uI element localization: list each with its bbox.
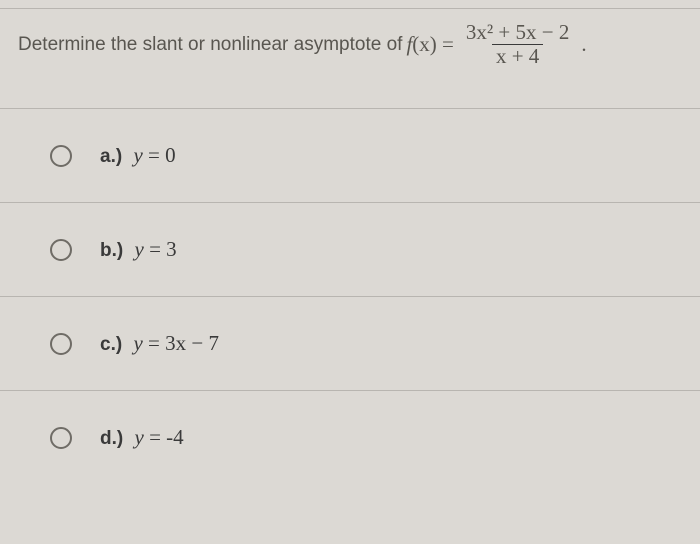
option-prefix: c.)	[100, 334, 122, 355]
fraction: 3x² + 5x − 2 x + 4	[462, 21, 573, 68]
option-label: c.) y = 3x − 7	[100, 331, 219, 356]
question-text: Determine the slant or nonlinear asympto…	[18, 21, 682, 68]
option-var: y	[133, 331, 142, 355]
equals: =	[437, 32, 454, 56]
option-var: y	[133, 143, 142, 167]
option-rhs: 0	[165, 143, 176, 167]
radio-icon[interactable]	[50, 427, 72, 449]
option-var: y	[135, 237, 144, 261]
option-a[interactable]: a.) y = 0	[0, 109, 700, 203]
options-list: a.) y = 0 b.) y = 3 c.) y = 3x − 7 d.) y…	[0, 109, 700, 484]
option-eq: =	[143, 331, 165, 355]
option-label: d.) y = -4	[100, 425, 184, 450]
function-expression: f(x) =	[406, 32, 453, 57]
option-eq: =	[144, 237, 166, 261]
radio-icon[interactable]	[50, 239, 72, 261]
prompt-prefix: Determine the slant or nonlinear asympto…	[18, 34, 402, 56]
quiz-container: Determine the slant or nonlinear asympto…	[0, 0, 700, 544]
radio-icon[interactable]	[50, 333, 72, 355]
option-rhs: 3	[166, 237, 177, 261]
option-rhs: -4	[166, 425, 184, 449]
question-block: Determine the slant or nonlinear asympto…	[0, 8, 700, 109]
option-prefix: b.)	[100, 240, 123, 261]
option-d[interactable]: d.) y = -4	[0, 391, 700, 484]
trailing-period: .	[581, 32, 586, 57]
option-eq: =	[143, 143, 165, 167]
option-prefix: d.)	[100, 428, 123, 449]
denominator: x + 4	[492, 44, 543, 68]
option-c[interactable]: c.) y = 3x − 7	[0, 297, 700, 391]
fn-arg: (x)	[412, 32, 437, 56]
numerator: 3x² + 5x − 2	[462, 21, 573, 44]
option-label: a.) y = 0	[100, 143, 176, 168]
option-prefix: a.)	[100, 146, 122, 167]
option-b[interactable]: b.) y = 3	[0, 203, 700, 297]
radio-icon[interactable]	[50, 145, 72, 167]
option-rhs: 3x − 7	[165, 331, 219, 355]
option-label: b.) y = 3	[100, 237, 177, 262]
option-var: y	[135, 425, 144, 449]
option-eq: =	[144, 425, 166, 449]
